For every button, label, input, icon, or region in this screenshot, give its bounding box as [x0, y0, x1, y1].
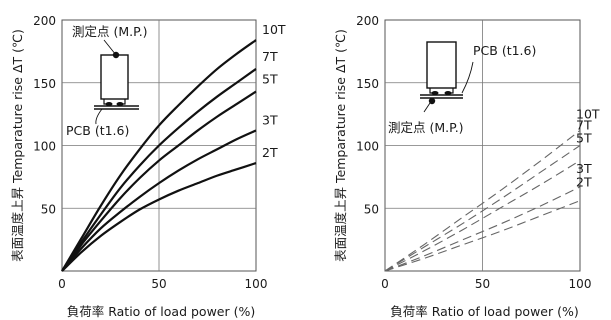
- series-line-10T: [384, 130, 581, 272]
- series-line-7T: [61, 68, 257, 272]
- series-line-3T: [384, 186, 581, 272]
- series-line-5T: [384, 160, 581, 272]
- solder-left: [431, 91, 439, 95]
- y-tick-label: 200: [356, 14, 379, 28]
- series-label-2T: 2T: [576, 175, 592, 190]
- y-axis-title: 表面温度上昇 Temparature rise ΔT (℃): [10, 29, 25, 262]
- pcb-label: PCB (t1.6): [473, 43, 536, 58]
- component-inset: 測定点 (M.P.) PCB (t1.6): [388, 41, 536, 135]
- series-label-7T: 7T: [576, 118, 592, 133]
- measurement-point-dot: [428, 97, 436, 105]
- mp-leader-line: [103, 39, 117, 56]
- measurement-point-label: 測定点 (M.P.): [72, 24, 148, 39]
- series-line-3T: [61, 129, 257, 272]
- chart-1: 50 100 150 200 0 50 100 負荷率 Ratio of load power…: [10, 14, 286, 319]
- solder-right: [116, 102, 124, 106]
- series-label-2T: 2T: [262, 145, 278, 160]
- pcb-label: PCB (t1.6): [66, 123, 129, 138]
- series-line-2T: [61, 162, 257, 272]
- measurement-point-label: 測定点 (M.P.): [388, 120, 464, 135]
- series-line-2T: [384, 200, 581, 272]
- series-line-5T: [61, 90, 257, 272]
- series-label-5T: 5T: [262, 72, 278, 87]
- y-axis-title: 表面温度上昇 Temparature rise ΔT (℃): [333, 29, 348, 262]
- x-tick-label: 50: [475, 277, 490, 291]
- y-tick-label: 50: [41, 202, 56, 216]
- component-inset: 測定点 (M.P.) PCB (t1.6): [66, 24, 148, 138]
- x-tick-label: 50: [151, 277, 166, 291]
- series-label-10T: 10T: [262, 22, 286, 37]
- series-label-3T: 3T: [576, 161, 592, 176]
- y-tick-label: 50: [364, 202, 379, 216]
- x-tick-label: 0: [381, 277, 389, 291]
- pcb-leader-line: [461, 61, 474, 94]
- x-axis-title: 負荷率 Ratio of load power (%): [390, 304, 579, 319]
- y-tick-label: 100: [33, 140, 56, 154]
- x-axis-title: 負荷率 Ratio of load power (%): [67, 304, 256, 319]
- pcb-leader-line: [95, 108, 103, 125]
- x-tick-label: 100: [245, 277, 268, 291]
- series-label-7T: 7T: [262, 49, 278, 64]
- chart-2: 50 100 150 200 0 50 100 負荷率 Ratio of load power…: [333, 14, 600, 319]
- y-tick-label: 150: [356, 77, 379, 91]
- series-line-7T: [384, 145, 581, 272]
- series-label-10T: 10T: [576, 106, 600, 121]
- y-tick-label: 150: [33, 77, 56, 91]
- solder-left: [105, 102, 113, 106]
- series-label-3T: 3T: [262, 112, 278, 127]
- series-label-5T: 5T: [576, 131, 592, 146]
- y-tick-label: 200: [33, 14, 56, 28]
- component-body: [426, 41, 457, 89]
- solder-right: [444, 91, 452, 95]
- mp-leader-line: [423, 102, 431, 113]
- x-tick-label: 0: [58, 277, 66, 291]
- x-tick-label: 100: [569, 277, 592, 291]
- component-body: [100, 54, 129, 100]
- series-line-10T: [61, 39, 257, 272]
- y-tick-label: 100: [356, 140, 379, 154]
